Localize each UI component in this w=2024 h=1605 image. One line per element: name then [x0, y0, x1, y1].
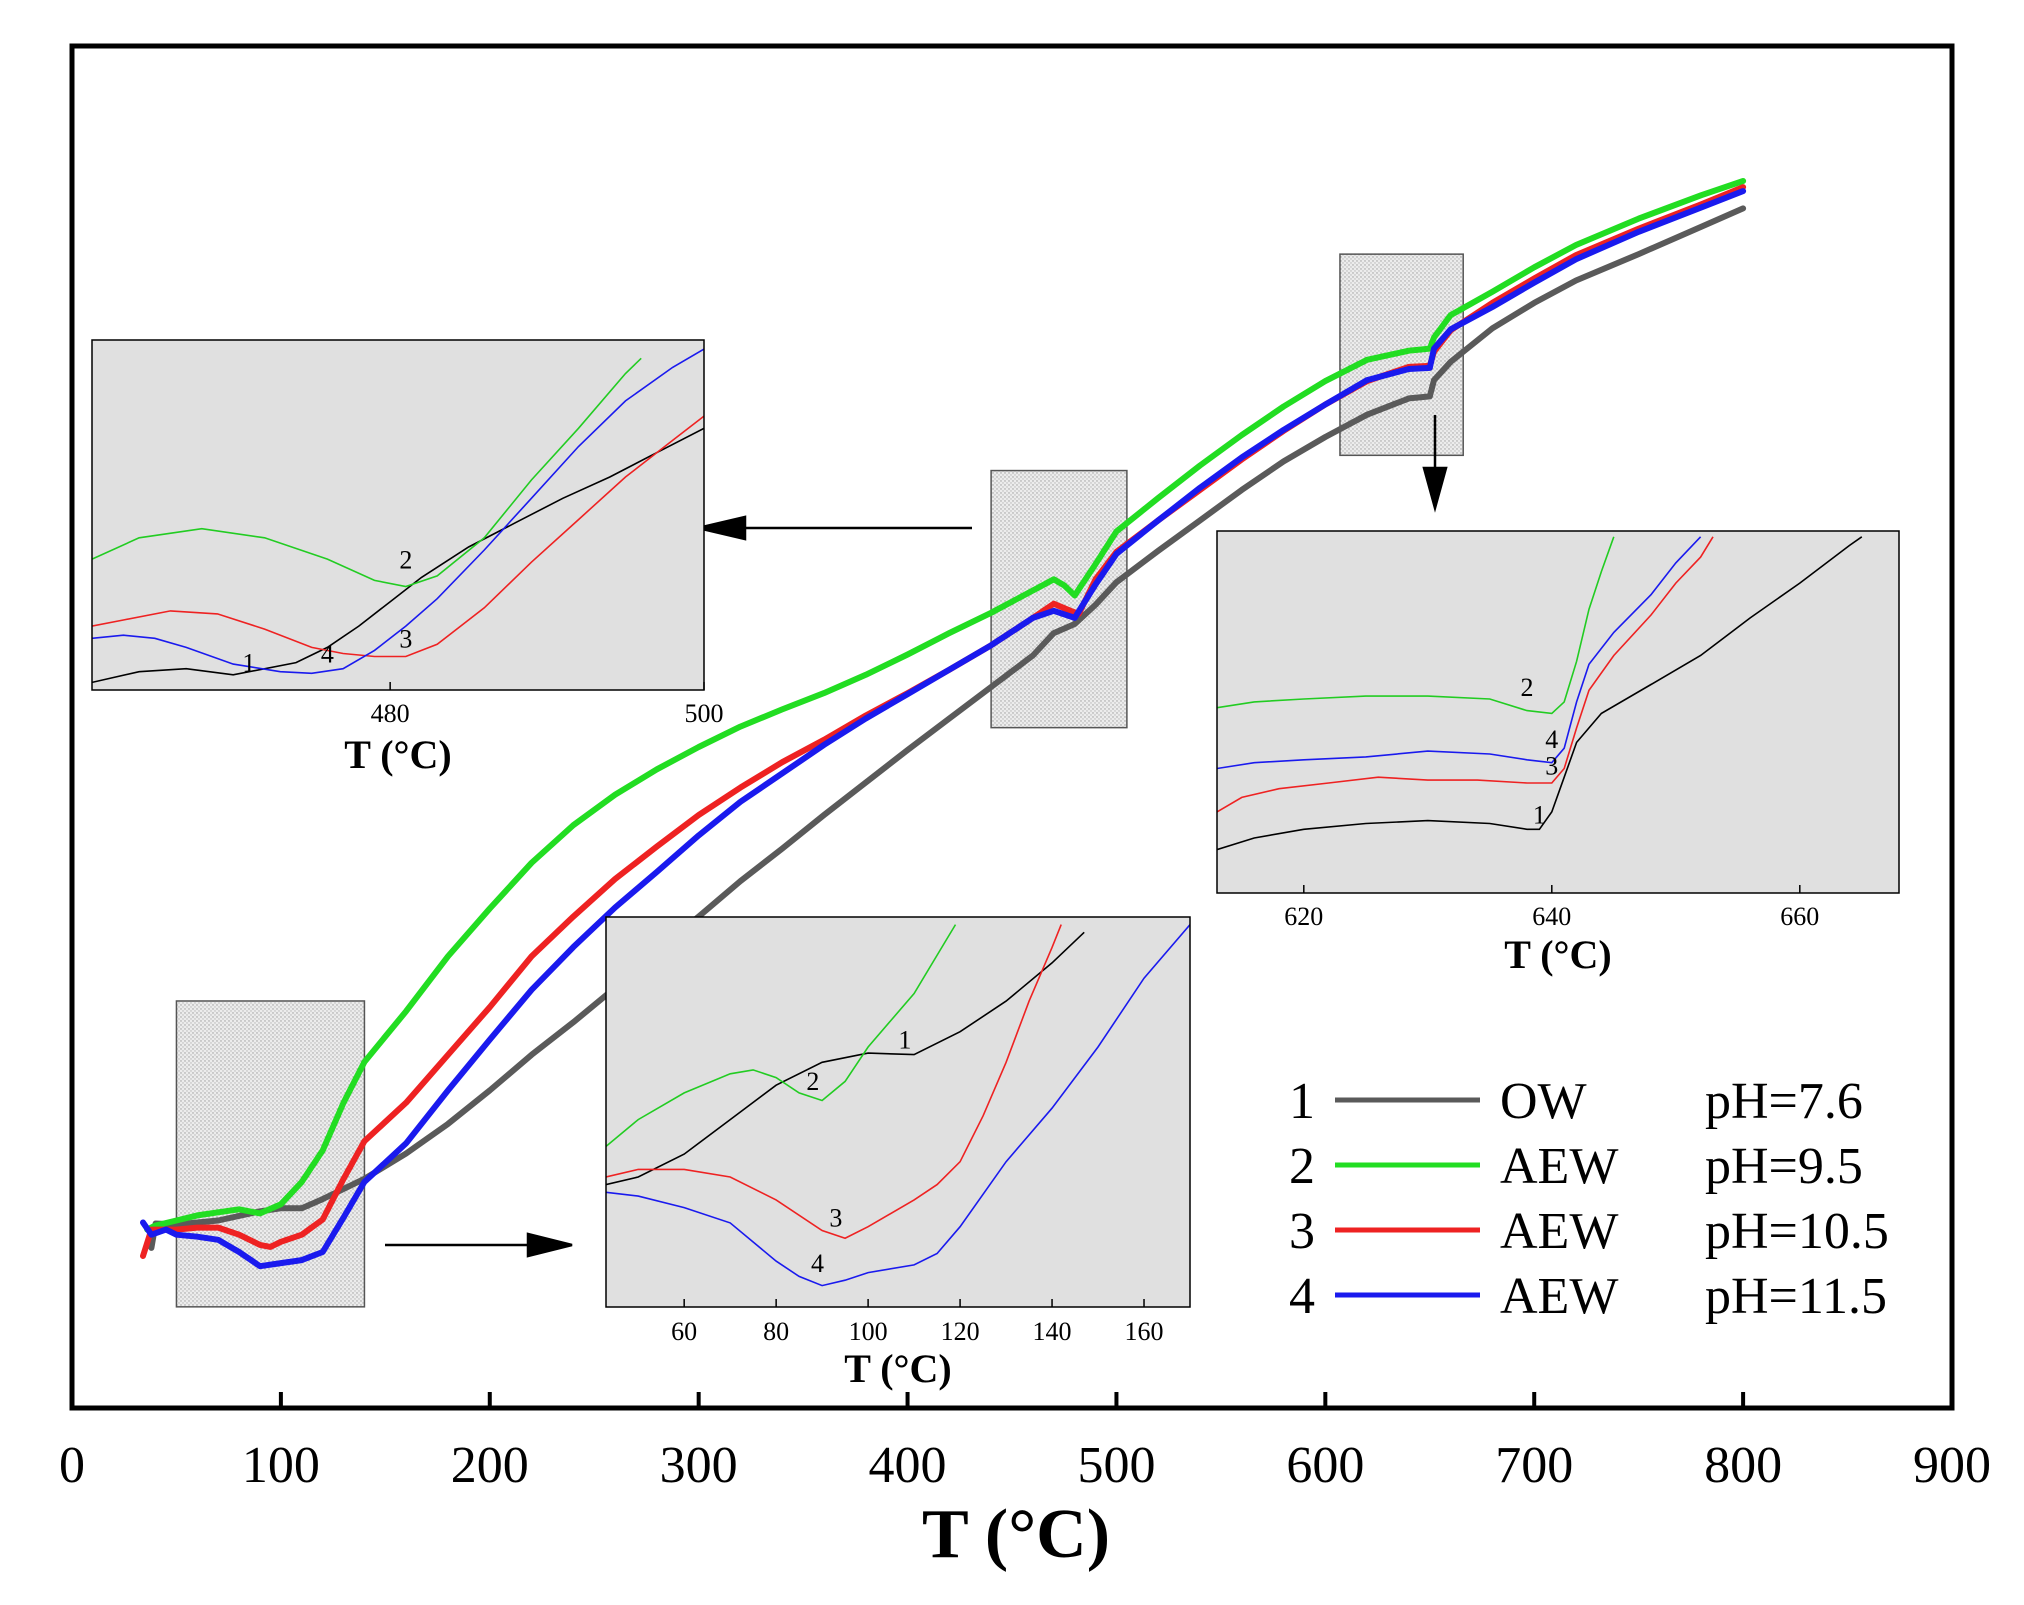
x-axis-label: T (°C) — [922, 1496, 1110, 1573]
series-line-4 — [140, 188, 1747, 1270]
inset-low: 1 2 34 60 80 100 120 140 160 T (°C) — [605, 916, 1191, 1391]
inset-480: 1 2 3 4 480 500 T (°C) — [91, 339, 724, 777]
inset-480-series — [92, 348, 704, 684]
inset-low-x-tick-label-80: 80 — [763, 1317, 789, 1346]
inset-640-curve-label-4: 4 — [1545, 725, 1558, 754]
legend-number: 4 — [1289, 1268, 1315, 1325]
inset-480-line-1 — [92, 427, 704, 684]
inset-low-series — [606, 924, 1190, 1287]
inset-480-line-3 — [92, 415, 704, 658]
inset-low-curve-label-4: 4 — [811, 1249, 824, 1278]
legend-ph-value: pH=11.5 — [1705, 1268, 1887, 1325]
series-line-2 — [144, 178, 1747, 1233]
inset-low-background — [606, 917, 1190, 1307]
x-axis-ticks: 0 100 200 300 400 500 600 700 800 900 — [59, 1392, 1991, 1494]
inset-640-curve-label-3: 3 — [1545, 751, 1558, 780]
legend-entry-1: 1 OW pH=7.6 — [1289, 1073, 1863, 1130]
inset-low-frame — [605, 916, 1191, 1308]
inset-640-x-axis-label: T (°C) — [1504, 932, 1611, 977]
x-tick-label-200: 200 — [451, 1437, 529, 1494]
legend-number: 3 — [1289, 1203, 1315, 1260]
inset-low-x-tick-label-60: 60 — [671, 1317, 697, 1346]
inset-640-curve-label-1: 1 — [1533, 800, 1546, 829]
inset-480-x-axis-label: T (°C) — [344, 732, 451, 777]
inset-480-line-4 — [92, 348, 704, 675]
legend-entry-2: 2 AEW pH=9.5 — [1289, 1138, 1863, 1195]
inset-low-x-tick-label-120: 120 — [941, 1317, 980, 1346]
inset-480-curve-label-1: 1 — [242, 649, 255, 678]
inset-640-x-tick-label-620: 620 — [1284, 902, 1323, 931]
inset-640-curve-label-2: 2 — [1521, 673, 1534, 702]
inset-480-line-2 — [92, 357, 642, 588]
x-tick-label-300: 300 — [660, 1437, 738, 1494]
inset-640-x-tick-label-660: 660 — [1780, 902, 1819, 931]
inset-640-line-4 — [1217, 536, 1702, 770]
inset-low-curve-label-2: 2 — [806, 1067, 819, 1096]
legend-entry-4: 4 AEW pH=11.5 — [1289, 1268, 1887, 1325]
legend-entry-3: 3 AEW pH=10.5 — [1289, 1203, 1889, 1260]
inset-low-line-2 — [606, 924, 957, 1148]
inset-640-line-1 — [1217, 536, 1863, 851]
x-tick-label-0: 0 — [59, 1437, 85, 1494]
x-tick-label-700: 700 — [1495, 1437, 1573, 1494]
inset-low-line-1 — [606, 931, 1085, 1186]
inset-low-line-3 — [606, 924, 1062, 1240]
legend-series-name: AEW — [1500, 1268, 1618, 1325]
x-tick-label-500: 500 — [1077, 1437, 1155, 1494]
inset-low-x-tick-label-100: 100 — [849, 1317, 888, 1346]
inset-640-frame — [1216, 530, 1900, 894]
inset-low-curve-label-3: 3 — [829, 1204, 842, 1233]
inset-640: 1 2 34 620 640 660 T (°C) — [1216, 530, 1900, 977]
inset-low-curve-label-1: 1 — [898, 1026, 911, 1055]
inset-low-x-axis-label: T (°C) — [844, 1346, 951, 1391]
x-tick-label-400: 400 — [869, 1437, 947, 1494]
inset-480-background — [92, 340, 704, 690]
legend: 1 OW pH=7.6 2 AEW pH=9.5 3 AEW pH=10.5 4 AEW pH=11.… — [1289, 1073, 1889, 1325]
main-plot-series — [140, 178, 1747, 1270]
legend-series-name: AEW — [1500, 1138, 1618, 1195]
legend-ph-value: pH=7.6 — [1705, 1073, 1863, 1130]
inset-480-x-tick-label-500: 500 — [685, 699, 724, 728]
legend-number: 2 — [1289, 1138, 1315, 1195]
inset-640-line-2 — [1217, 536, 1615, 715]
zoom-arrows — [385, 415, 1448, 1258]
x-tick-label-600: 600 — [1286, 1437, 1364, 1494]
legend-series-name: AEW — [1500, 1203, 1618, 1260]
inset-low-x-tick-label-160: 160 — [1125, 1317, 1164, 1346]
plot-frame — [69, 43, 1955, 1411]
x-tick-label-100: 100 — [242, 1437, 320, 1494]
x-tick-label-800: 800 — [1704, 1437, 1782, 1494]
legend-ph-value: pH=10.5 — [1705, 1203, 1889, 1260]
inset-low-line-4 — [606, 924, 1190, 1287]
inset-480-x-tick-label-480: 480 — [371, 699, 410, 728]
legend-number: 1 — [1289, 1073, 1315, 1130]
inset-480-frame — [91, 339, 705, 691]
inset-480-curve-label-3: 3 — [399, 624, 412, 653]
inset-640-background — [1217, 531, 1899, 893]
inset-low-x-tick-label-140: 140 — [1033, 1317, 1072, 1346]
zoom-boxes — [175, 253, 1464, 1308]
inset-480-curve-label-4: 4 — [321, 640, 334, 669]
inset-480-curve-label-2: 2 — [399, 545, 412, 574]
inset-640-series — [1217, 536, 1863, 851]
inset-640-x-tick-label-640: 640 — [1532, 902, 1571, 931]
zoom-box-1 — [175, 1000, 366, 1308]
legend-ph-value: pH=9.5 — [1705, 1138, 1863, 1195]
x-tick-label-900: 900 — [1913, 1437, 1991, 1494]
inset-640-line-3 — [1217, 536, 1714, 813]
legend-series-name: OW — [1500, 1073, 1587, 1130]
